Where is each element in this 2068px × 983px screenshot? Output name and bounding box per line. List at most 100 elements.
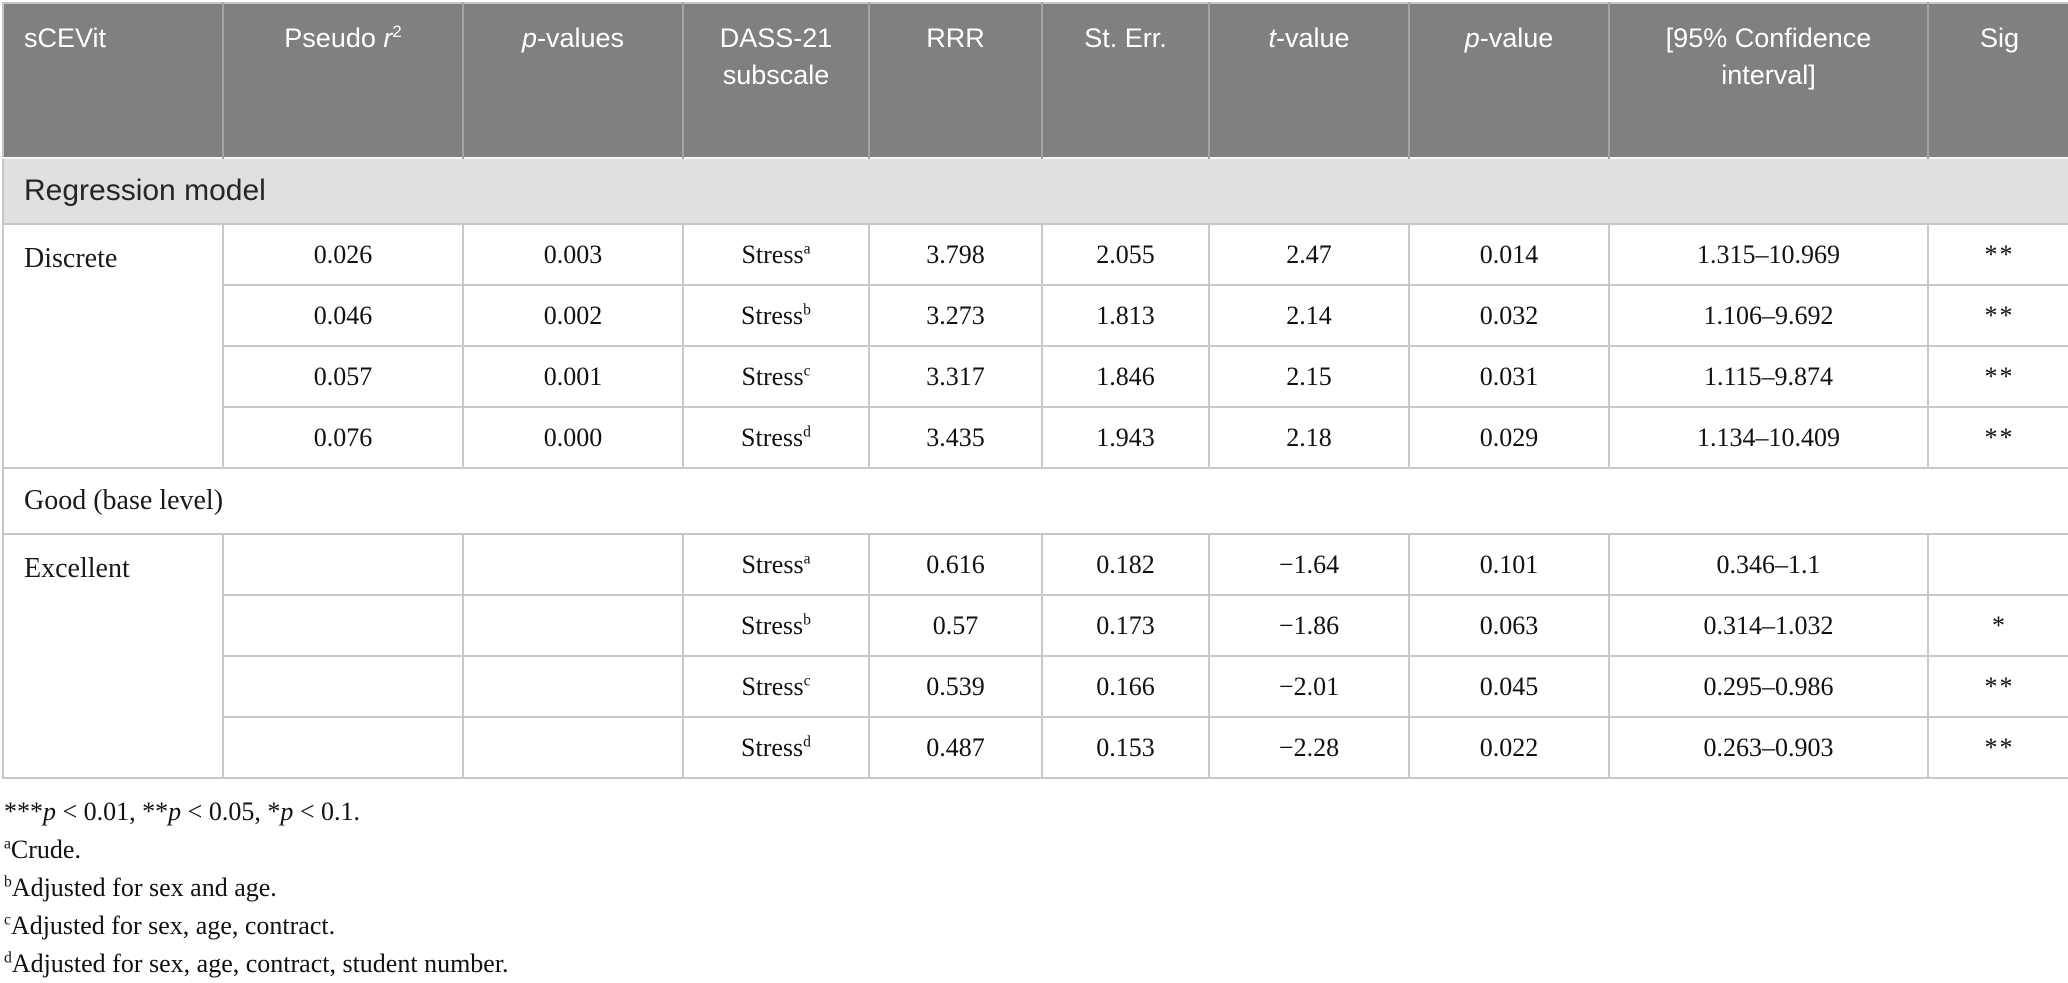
cell-p-value: 0.022 xyxy=(1408,716,1610,779)
group-label-discrete: Discrete xyxy=(2,223,224,469)
cell-sig xyxy=(1927,533,2068,596)
footnote-text: < 0.1. xyxy=(293,797,361,826)
cell-t-value: −2.28 xyxy=(1208,716,1410,779)
regression-results-table: sCEVit Pseudo r2 p-values DASS-21 subsca… xyxy=(2,2,2068,779)
header-label: -value xyxy=(1275,23,1350,53)
header-label: [95% Confidence interval] xyxy=(1665,23,1872,90)
group-label-excellent: Excellent xyxy=(2,533,224,779)
footnote-sup: d xyxy=(4,949,12,967)
subscale-sup: a xyxy=(803,239,811,257)
cell-pseudo-r2: 0.046 xyxy=(222,284,464,347)
cell-dass-subscale: Stressb xyxy=(682,284,870,347)
footnote-text: Crude. xyxy=(10,835,81,864)
cell-ci: 1.134–10.409 xyxy=(1608,406,1929,469)
header-label: sCEVit xyxy=(24,23,107,53)
subscale-sup: a xyxy=(803,549,811,567)
header-label-sup: 2 xyxy=(392,22,402,41)
subscale-sup: b xyxy=(803,300,811,318)
col-header-st-err: St. Err. xyxy=(1041,3,1209,158)
section-row-regression-model: Regression model xyxy=(3,157,2068,225)
cell-rrr: 0.487 xyxy=(868,716,1043,779)
header-label: St. Err. xyxy=(1084,23,1167,53)
cell-p-values: 0.001 xyxy=(462,345,684,408)
cell-ci: 0.295–0.986 xyxy=(1608,655,1929,718)
table-row: Stressc 0.539 0.166 −2.01 0.045 0.295–0.… xyxy=(3,655,2068,718)
cell-sig: ** xyxy=(1927,345,2068,408)
col-header-confidence-interval: [95% Confidence interval] xyxy=(1608,3,1928,158)
col-header-p-values: p-values xyxy=(462,3,683,158)
subscale-label: Stress xyxy=(741,361,804,391)
table-row: 0.076 0.000 Stressd 3.435 1.943 2.18 0.0… xyxy=(3,406,2068,469)
cell-t-value: 2.18 xyxy=(1208,406,1410,469)
cell-p-values: 0.003 xyxy=(462,223,684,286)
cell-dass-subscale: Stressc xyxy=(682,655,870,718)
footnote-d: dAdjusted for sex, age, contract, studen… xyxy=(4,945,2068,983)
table-row: Stressb 0.57 0.173 −1.86 0.063 0.314–1.0… xyxy=(3,594,2068,657)
subscale-label: Stress xyxy=(741,732,804,762)
cell-p-value: 0.063 xyxy=(1408,594,1610,657)
table-row: Stressd 0.487 0.153 −2.28 0.022 0.263–0.… xyxy=(3,716,2068,779)
section-label-regression-model: Regression model xyxy=(3,157,2068,225)
col-header-p-value: p-value xyxy=(1408,3,1609,158)
cell-pseudo-r2 xyxy=(222,716,464,779)
footnote-sup: b xyxy=(4,873,12,891)
table-row: 0.046 0.002 Stressb 3.273 1.813 2.14 0.0… xyxy=(3,284,2068,347)
cell-ci: 0.263–0.903 xyxy=(1608,716,1929,779)
subscale-label: Stress xyxy=(741,671,804,701)
cell-sig: ** xyxy=(1927,223,2068,286)
table-header: sCEVit Pseudo r2 p-values DASS-21 subsca… xyxy=(3,3,2068,158)
subscale-sup: d xyxy=(803,732,811,750)
cell-p-value: 0.014 xyxy=(1408,223,1610,286)
cell-t-value: −1.86 xyxy=(1208,594,1410,657)
subscale-sup: d xyxy=(803,422,811,440)
cell-p-value: 0.101 xyxy=(1408,533,1610,596)
header-label-italic: r xyxy=(383,23,393,53)
cell-sig: ** xyxy=(1927,406,2068,469)
header-label: Sig xyxy=(1979,23,2020,53)
subscale-sup: c xyxy=(803,361,811,379)
table-row: Discrete 0.026 0.003 Stressa 3.798 2.055… xyxy=(2,223,2068,469)
footnote-italic-p: p xyxy=(43,797,56,826)
cell-t-value: 2.47 xyxy=(1208,223,1410,286)
subscale-label: Stress xyxy=(741,300,804,330)
cell-dass-subscale: Stressb xyxy=(682,594,870,657)
cell-p-value: 0.029 xyxy=(1408,406,1610,469)
subscale-label: Stress xyxy=(741,549,804,579)
cell-st-err: 0.166 xyxy=(1041,655,1210,718)
footnote-sup: a xyxy=(4,835,11,853)
subscale-sup: b xyxy=(803,610,811,628)
cell-p-value: 0.031 xyxy=(1408,345,1610,408)
footnote-significance: ***p < 0.01, **p < 0.05, *p < 0.1. xyxy=(4,793,2068,831)
cell-pseudo-r2 xyxy=(222,594,464,657)
cell-p-values xyxy=(462,655,684,718)
cell-rrr: 3.435 xyxy=(868,406,1043,469)
table-body: Regression model Discrete 0.026 0.003 St… xyxy=(2,157,2068,779)
cell-pseudo-r2 xyxy=(222,533,464,596)
cell-dass-subscale: Stressd xyxy=(682,716,870,779)
table-row: Excellent Stressa 0.616 0.182 −1.64 0.10… xyxy=(2,533,2068,779)
cell-pseudo-r2: 0.076 xyxy=(222,406,464,469)
header-label: RRR xyxy=(926,23,985,53)
cell-ci: 1.315–10.969 xyxy=(1608,223,1929,286)
cell-sig: * xyxy=(1927,594,2068,657)
footnote-text: < 0.01, ** xyxy=(56,797,169,826)
col-header-pseudo-r2: Pseudo r2 xyxy=(222,3,463,158)
table-row: 0.057 0.001 Stressc 3.317 1.846 2.15 0.0… xyxy=(3,345,2068,408)
subscale-label: Stress xyxy=(741,239,804,269)
footnote-text: Adjusted for sex, age, contract. xyxy=(10,911,336,940)
cell-p-values xyxy=(462,716,684,779)
cell-ci: 0.314–1.032 xyxy=(1608,594,1929,657)
cell-rrr: 3.317 xyxy=(868,345,1043,408)
header-label: -values xyxy=(536,23,625,53)
col-header-rrr: RRR xyxy=(868,3,1042,158)
col-header-t-value: t-value xyxy=(1208,3,1409,158)
cell-sig: ** xyxy=(1927,655,2068,718)
cell-ci: 1.115–9.874 xyxy=(1608,345,1929,408)
cell-pseudo-r2: 0.026 xyxy=(222,223,464,286)
section-label-good-base-level: Good (base level) xyxy=(3,467,2068,535)
cell-ci: 1.106–9.692 xyxy=(1608,284,1929,347)
footnote-c: cAdjusted for sex, age, contract. xyxy=(4,907,2068,945)
cell-p-values: 0.000 xyxy=(462,406,684,469)
cell-pseudo-r2: 0.057 xyxy=(222,345,464,408)
cell-sig: ** xyxy=(1927,284,2068,347)
